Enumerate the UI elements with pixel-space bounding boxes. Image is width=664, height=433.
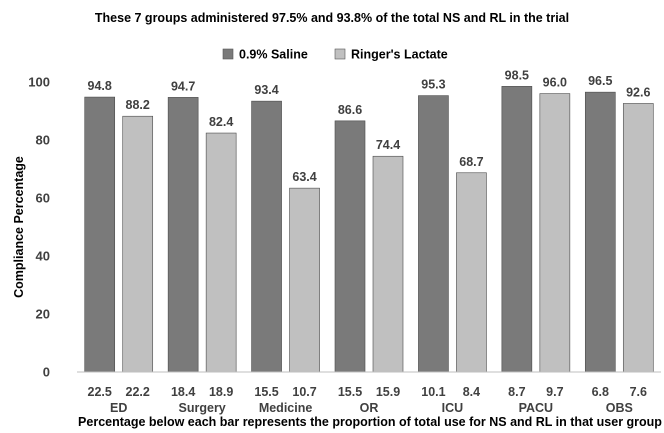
category-labels: ED Surgery Medicine OR ICU PACU OBS bbox=[110, 401, 633, 415]
usage-share-label: 10.7 bbox=[292, 385, 316, 399]
bar-ringers bbox=[539, 93, 571, 373]
usage-share-label: 15.9 bbox=[376, 385, 400, 399]
data-label: 96.0 bbox=[543, 76, 567, 90]
category-label: ICU bbox=[442, 401, 464, 415]
usage-share-label: 6.8 bbox=[592, 385, 609, 399]
data-label: 86.6 bbox=[338, 103, 362, 117]
category-label: OBS bbox=[606, 401, 633, 415]
category-label: PACU bbox=[519, 401, 554, 415]
value-labels: 94.8 88.2 94.7 82.4 93.4 63.4 86.6 74.4 95.3 68.7… bbox=[88, 68, 651, 184]
usage-share-label: 9.7 bbox=[546, 385, 563, 399]
bar-saline bbox=[334, 120, 366, 373]
y-tick-label: 0 bbox=[43, 365, 50, 380]
usage-share-label: 10.1 bbox=[421, 385, 445, 399]
data-label: 94.8 bbox=[88, 79, 112, 93]
y-tick-label: 60 bbox=[36, 191, 50, 206]
x-axis-label: Percentage below each bar represents the… bbox=[78, 415, 662, 429]
bar-ringers bbox=[372, 155, 404, 373]
legend-label-saline: 0.9% Saline bbox=[239, 48, 308, 62]
y-tick-label: 20 bbox=[36, 307, 50, 322]
usage-share-label: 15.5 bbox=[254, 385, 278, 399]
legend-swatch-saline bbox=[222, 48, 234, 60]
data-label: 88.2 bbox=[126, 98, 150, 112]
data-label: 63.4 bbox=[292, 170, 316, 184]
bar-saline bbox=[251, 100, 282, 373]
data-label: 96.5 bbox=[588, 74, 612, 88]
category-label: Medicine bbox=[259, 401, 313, 415]
category-label: ED bbox=[110, 401, 127, 415]
chart-title: These 7 groups administered 97.5% and 93… bbox=[95, 11, 569, 25]
legend-label-ringers: Ringer's Lactate bbox=[351, 48, 448, 62]
bars bbox=[84, 86, 654, 373]
usage-share-label: 8.4 bbox=[463, 385, 480, 399]
bar-ringers bbox=[289, 187, 320, 373]
legend: 0.9% Saline Ringer's Lactate bbox=[222, 48, 448, 62]
data-label: 92.6 bbox=[626, 85, 650, 99]
bar-ringers bbox=[456, 172, 487, 373]
data-label: 74.4 bbox=[376, 138, 400, 152]
y-tick-label: 80 bbox=[36, 133, 50, 148]
bar-ringers bbox=[122, 115, 154, 373]
bar-saline bbox=[501, 86, 533, 373]
bar-saline bbox=[418, 95, 449, 373]
usage-share-label: 18.9 bbox=[209, 385, 233, 399]
data-label: 68.7 bbox=[459, 155, 483, 169]
usage-share-label: 22.2 bbox=[126, 385, 150, 399]
category-label: Surgery bbox=[179, 401, 226, 415]
share-labels: 22.5 22.2 18.4 18.9 15.5 10.7 15.5 15.9 10.1 8.4 8… bbox=[88, 385, 647, 399]
y-tick-label: 100 bbox=[28, 75, 50, 90]
y-tick-label: 40 bbox=[36, 249, 50, 264]
bar-saline bbox=[584, 91, 616, 373]
usage-share-label: 22.5 bbox=[88, 385, 112, 399]
legend-swatch-ringers bbox=[334, 48, 346, 60]
bar-ringers bbox=[622, 103, 654, 373]
data-label: 82.4 bbox=[209, 115, 233, 129]
usage-share-label: 8.7 bbox=[508, 385, 525, 399]
usage-share-label: 18.4 bbox=[171, 385, 195, 399]
data-label: 94.7 bbox=[171, 79, 195, 93]
data-label: 93.4 bbox=[254, 83, 278, 97]
category-label: OR bbox=[360, 401, 379, 415]
y-axis-ticks: 0 20 40 60 80 100 bbox=[28, 75, 50, 380]
usage-share-label: 15.5 bbox=[338, 385, 362, 399]
bar-saline bbox=[84, 96, 116, 373]
data-label: 98.5 bbox=[505, 68, 529, 82]
data-label: 95.3 bbox=[421, 78, 445, 92]
y-axis-label: Compliance Percentage bbox=[12, 156, 26, 298]
bar-saline bbox=[167, 97, 199, 373]
usage-share-label: 7.6 bbox=[630, 385, 647, 399]
bar-ringers bbox=[205, 132, 237, 373]
